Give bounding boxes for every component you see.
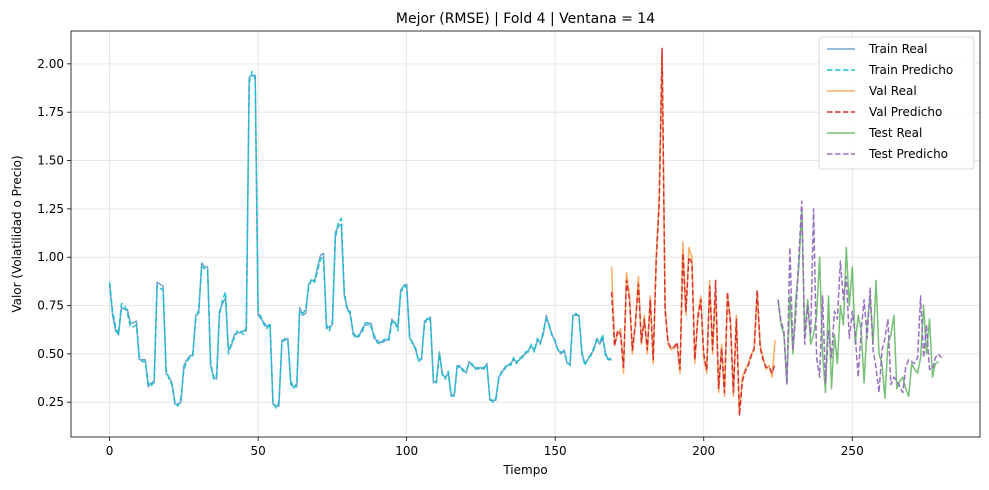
series-line-train-predicho	[108, 70, 613, 409]
x-tick-label: 150	[544, 444, 567, 458]
legend-label: Train Real	[868, 42, 927, 56]
legend-label: Test Real	[868, 126, 922, 140]
legend-label: Val Predicho	[869, 105, 942, 119]
y-tick-label: 0.25	[37, 395, 64, 409]
x-tick-label: 0	[106, 444, 114, 458]
y-tick-label: 1.50	[37, 154, 64, 168]
x-tick-label: 50	[251, 444, 266, 458]
x-tick-label: 200	[692, 444, 715, 458]
series-line-train-real	[108, 74, 612, 407]
y-tick-label: 0.50	[37, 347, 64, 361]
y-tick-label: 1.75	[37, 105, 64, 119]
chart-title: Mejor (RMSE) | Fold 4 | Ventana = 14	[396, 11, 655, 27]
legend-label: Val Real	[869, 84, 917, 98]
y-tick-label: 1.00	[37, 250, 64, 264]
x-tick-label: 250	[841, 444, 864, 458]
x-tick-label: 100	[395, 444, 418, 458]
legend-label: Test Predicho	[868, 147, 948, 161]
y-axis-label: Valor (Volatilidad o Precio)	[10, 155, 24, 312]
legend-label: Train Predicho	[868, 63, 953, 77]
x-axis-label: Tiempo	[502, 463, 547, 477]
y-axis-ticks: 0.25 0.50 0.75 1.00 1.25 1.50 1.75 2.00	[37, 57, 71, 409]
y-tick-label: 2.00	[37, 57, 64, 71]
legend: Train Real Train Predicho Val Real Val Pred…	[818, 36, 975, 170]
y-tick-label: 1.25	[37, 202, 64, 216]
plot-frame	[70, 30, 981, 438]
y-tick-label: 0.75	[37, 299, 64, 313]
series-line-test-predicho	[777, 200, 942, 394]
legend-box	[818, 36, 975, 170]
x-axis-ticks: 0 50 100 150 200 250	[106, 437, 864, 458]
series-lines	[108, 47, 942, 417]
series-line-val-predicho	[610, 47, 776, 417]
